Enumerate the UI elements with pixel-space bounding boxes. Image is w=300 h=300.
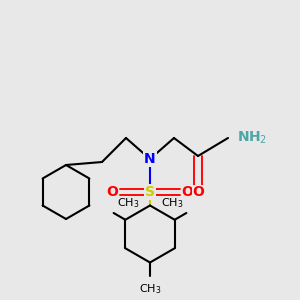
Text: O: O <box>182 185 194 199</box>
Text: N: N <box>144 152 156 166</box>
Text: CH$_3$: CH$_3$ <box>139 282 161 296</box>
Text: NH$_2$: NH$_2$ <box>237 130 267 146</box>
Text: S: S <box>145 185 155 199</box>
Text: O: O <box>192 185 204 199</box>
Text: CH$_3$: CH$_3$ <box>161 196 183 210</box>
Text: O: O <box>106 185 119 199</box>
Text: CH$_3$: CH$_3$ <box>117 196 139 210</box>
